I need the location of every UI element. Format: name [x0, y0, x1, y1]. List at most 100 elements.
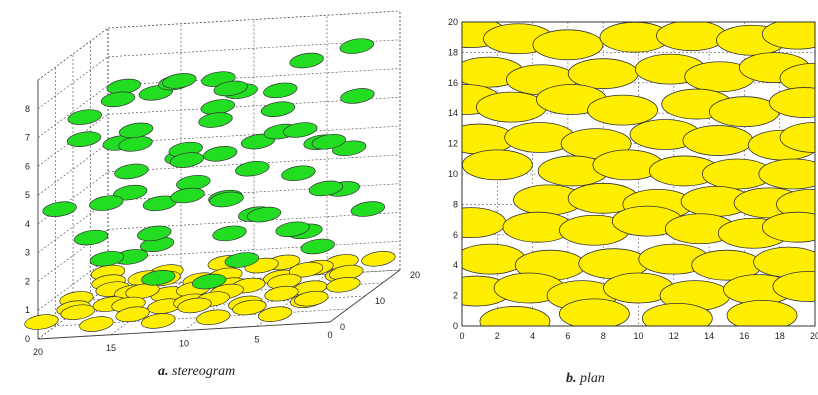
plan-x-tick-label: 18	[775, 331, 785, 341]
upper-disc	[113, 184, 148, 201]
plan-disc	[761, 22, 815, 50]
plan-disc	[656, 22, 727, 52]
upper-disc	[281, 165, 316, 182]
upper-disc	[212, 225, 247, 242]
upper-disc	[42, 201, 77, 217]
lower-disc	[232, 299, 267, 316]
z-tick-label: 8	[25, 104, 30, 114]
plan-disc	[772, 271, 815, 302]
plan-y-tick-label: 0	[453, 321, 458, 331]
stereogram-caption-text: stereogram	[172, 364, 236, 379]
lower-disc	[257, 306, 293, 322]
upper-disc	[300, 238, 335, 255]
plan-y-tick-label: 12	[448, 139, 458, 149]
plan-y-tick-label: 18	[448, 47, 458, 57]
plan-y-tick-label: 4	[453, 260, 458, 270]
upper-disc	[66, 131, 102, 147]
x-tick-label: 10	[179, 339, 189, 349]
z-tick-label: 2	[25, 276, 30, 286]
plan-disc	[761, 211, 815, 243]
upper-disc	[203, 146, 238, 162]
y-axis-line	[329, 269, 401, 323]
side-wall-gridline	[107, 125, 401, 144]
plan-disc	[462, 207, 507, 239]
lower-disc	[141, 313, 176, 329]
plan-x-tick-label: 2	[495, 331, 500, 341]
plan-disc	[567, 58, 639, 90]
stereogram-caption-label: a.	[158, 364, 169, 379]
plan-disc	[587, 94, 659, 126]
upper-disc	[100, 91, 136, 108]
plan-disc	[726, 299, 798, 326]
upper-disc	[340, 88, 375, 104]
upper-disc	[311, 133, 346, 150]
plan-disc	[682, 125, 754, 156]
plan-disc	[709, 96, 780, 128]
upper-disc	[89, 195, 124, 211]
lower-disc	[177, 297, 212, 314]
lower-disc	[361, 251, 396, 267]
upper-disc	[275, 221, 310, 237]
lower-disc	[60, 304, 95, 320]
floor-gridline	[37, 286, 109, 340]
plan-y-tick-label: 14	[448, 108, 458, 118]
back-wall-gridline	[37, 257, 109, 311]
plan-x-tick-label: 14	[704, 331, 714, 341]
lower-disc	[24, 314, 59, 330]
z-tick-label: 4	[25, 219, 30, 229]
y-tick-label: 0	[340, 322, 345, 332]
z-tick-label: 6	[25, 161, 30, 171]
plan-caption-label: b.	[566, 371, 577, 386]
plan-x-tick-label: 0	[459, 331, 464, 341]
side-wall-gridline	[107, 154, 401, 173]
upper-disc	[118, 122, 154, 139]
x-tick-label: 5	[254, 334, 259, 344]
lower-disc	[264, 285, 299, 302]
z-tick-label: 3	[25, 248, 30, 258]
plan-caption-text: plan	[580, 371, 605, 386]
x-tick-label: 0	[327, 330, 332, 340]
side-wall-gridline	[107, 240, 401, 259]
lower-disc	[79, 316, 114, 332]
plan-x-tick-label: 8	[601, 331, 606, 341]
z-tick-label: 0	[25, 334, 30, 344]
back-wall-gridline	[37, 142, 109, 196]
upper-disc	[89, 250, 125, 267]
plan-disc	[462, 149, 533, 181]
lower-disc	[294, 290, 329, 307]
plan-disc	[558, 298, 630, 326]
upper-disc	[209, 191, 244, 208]
upper-disc	[67, 109, 102, 125]
upper-disc	[141, 270, 176, 286]
upper-disc	[260, 101, 296, 117]
back-wall-gridline	[37, 85, 109, 138]
plan-disc	[779, 122, 815, 153]
plan-disc	[641, 303, 713, 326]
plan-disc	[462, 243, 526, 275]
plan-x-tick-label: 4	[530, 331, 535, 341]
plan-disc	[769, 87, 815, 118]
upper-disc	[198, 112, 233, 128]
plan-disc-layer	[462, 22, 815, 326]
plan-y-tick-label: 16	[448, 78, 458, 88]
lower-disc	[196, 309, 231, 326]
plan-disc	[476, 91, 547, 123]
upper-disc	[235, 160, 270, 177]
plan-disc	[479, 306, 551, 326]
upper-disc	[137, 225, 172, 242]
upper-disc	[289, 52, 324, 69]
upper-disc	[224, 252, 259, 268]
z-tick-label: 1	[25, 305, 30, 315]
plan-caption: b. plan	[566, 371, 605, 387]
upper-disc	[73, 229, 109, 246]
lower-disc	[125, 283, 160, 299]
back-wall-gridline	[37, 171, 109, 225]
upper-disc	[283, 122, 318, 138]
upper-disc	[213, 80, 248, 97]
plan-y-tick-label: 10	[448, 169, 458, 179]
lower-disc	[115, 306, 150, 323]
box-edge	[37, 27, 109, 81]
upper-disc	[339, 38, 374, 54]
